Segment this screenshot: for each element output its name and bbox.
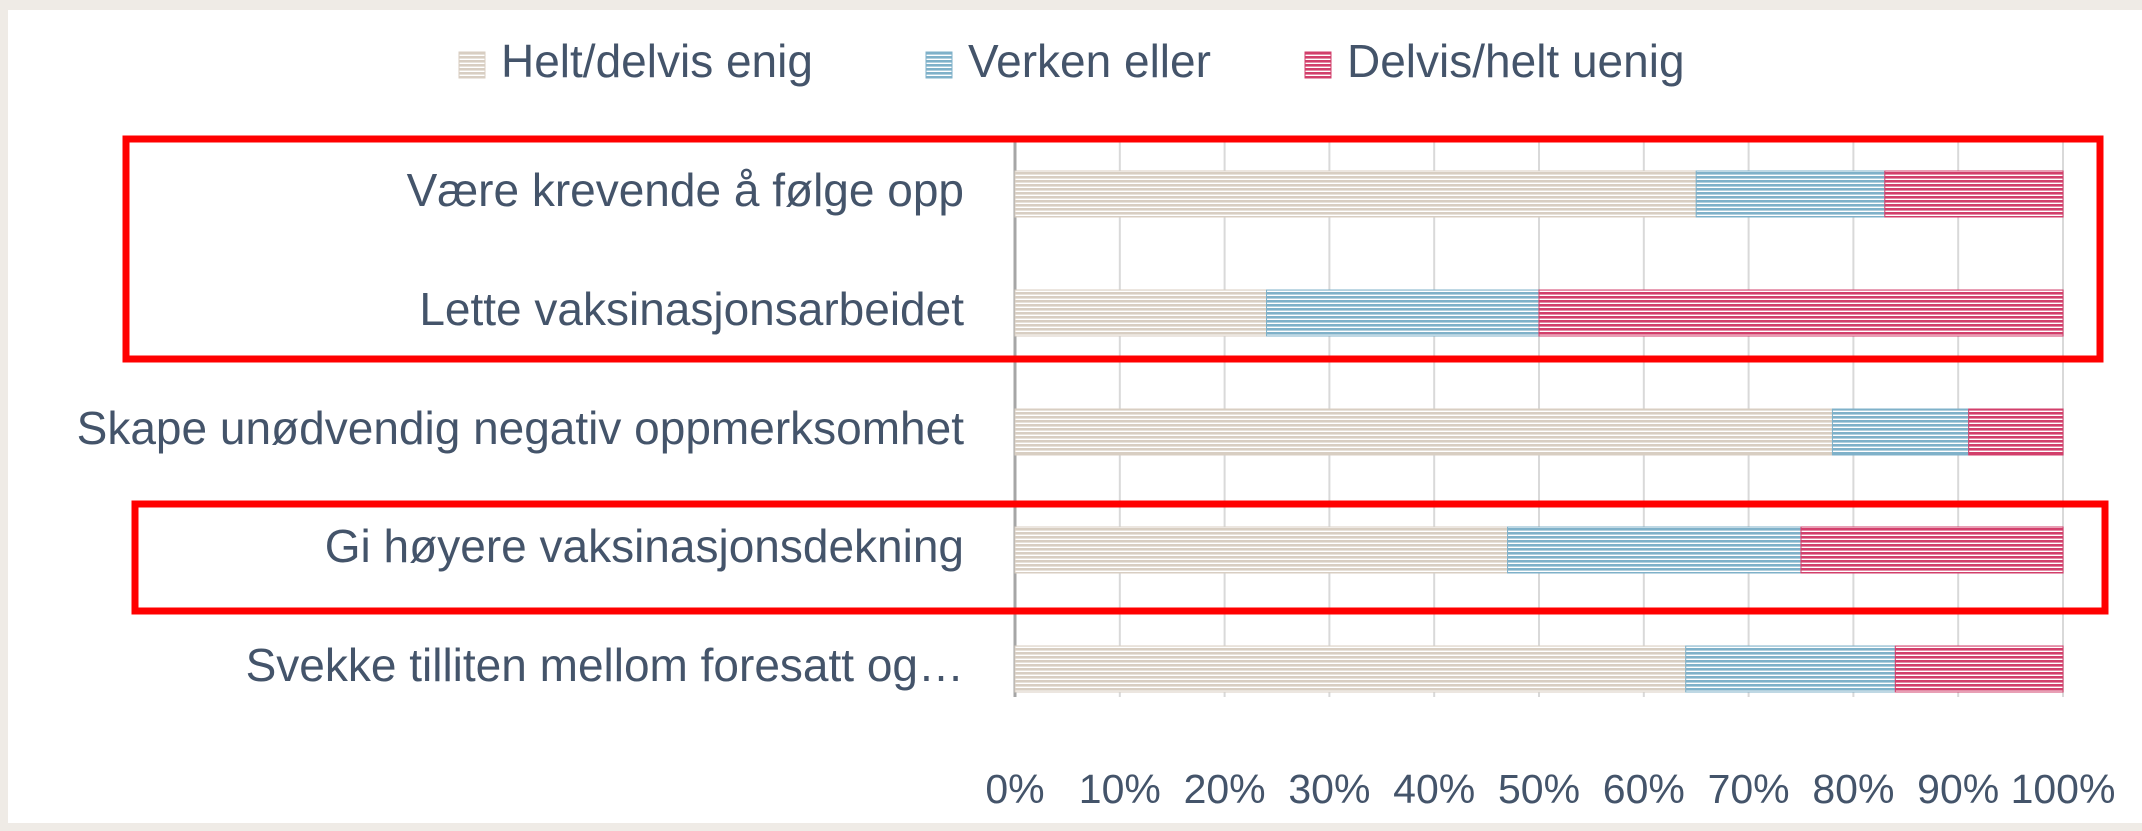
x-tick-label: 80% (1812, 766, 1894, 812)
highlight-box (122, 135, 2104, 363)
legend-swatch (1304, 51, 1332, 79)
bar-segment (1695, 170, 1886, 218)
legend-label: Delvis/helt uenig (1347, 35, 1685, 87)
bar-segment (1507, 526, 1802, 574)
x-tick-label: 50% (1498, 766, 1580, 812)
bar-segment (1014, 408, 1833, 456)
plot: 0% 10% 20% 30% 40% 50% 60% 70% 80% 90% 100% Være kr… (77, 35, 2116, 812)
x-tick-label: 90% (1917, 766, 1999, 812)
x-tick-label: 70% (1708, 766, 1790, 812)
bar-segment (1014, 170, 1697, 218)
category-label: Svekke tilliten mellom foresatt og… (246, 639, 964, 691)
bar-segment (1014, 526, 1509, 574)
bar-segment (1800, 526, 2064, 574)
legend-swatch (925, 51, 953, 79)
x-tick-label: 60% (1603, 766, 1685, 812)
x-tick-label: 0% (985, 766, 1044, 812)
highlight-box (131, 500, 2109, 615)
bar-segment (1894, 645, 2064, 693)
legend-label: Helt/delvis enig (501, 35, 813, 87)
x-tick-label: 30% (1288, 766, 1370, 812)
legend-label: Verken eller (968, 35, 1211, 87)
bar-segment (1014, 645, 1687, 693)
category-label: Lette vaksinasjonsarbeidet (419, 283, 964, 335)
x-tick-label: 100% (2011, 766, 2116, 812)
category-label: Skape unødvendig negativ oppmerksomhet (77, 402, 965, 454)
legend-swatch (458, 51, 486, 79)
bar-segment (1538, 289, 2064, 337)
category-label: Være krevende å følge opp (407, 164, 964, 216)
bar-segment (1266, 289, 1540, 337)
x-tick-label: 20% (1184, 766, 1266, 812)
bar-segment (1968, 408, 2064, 456)
bar-segment (1014, 289, 1268, 337)
category-label: Gi høyere vaksinasjonsdekning (325, 520, 964, 572)
bar-segment (1831, 408, 1970, 456)
bar-segment (1685, 645, 1896, 693)
bar-segment (1884, 170, 2064, 218)
x-tick-label: 10% (1079, 766, 1161, 812)
x-tick-label: 40% (1393, 766, 1475, 812)
